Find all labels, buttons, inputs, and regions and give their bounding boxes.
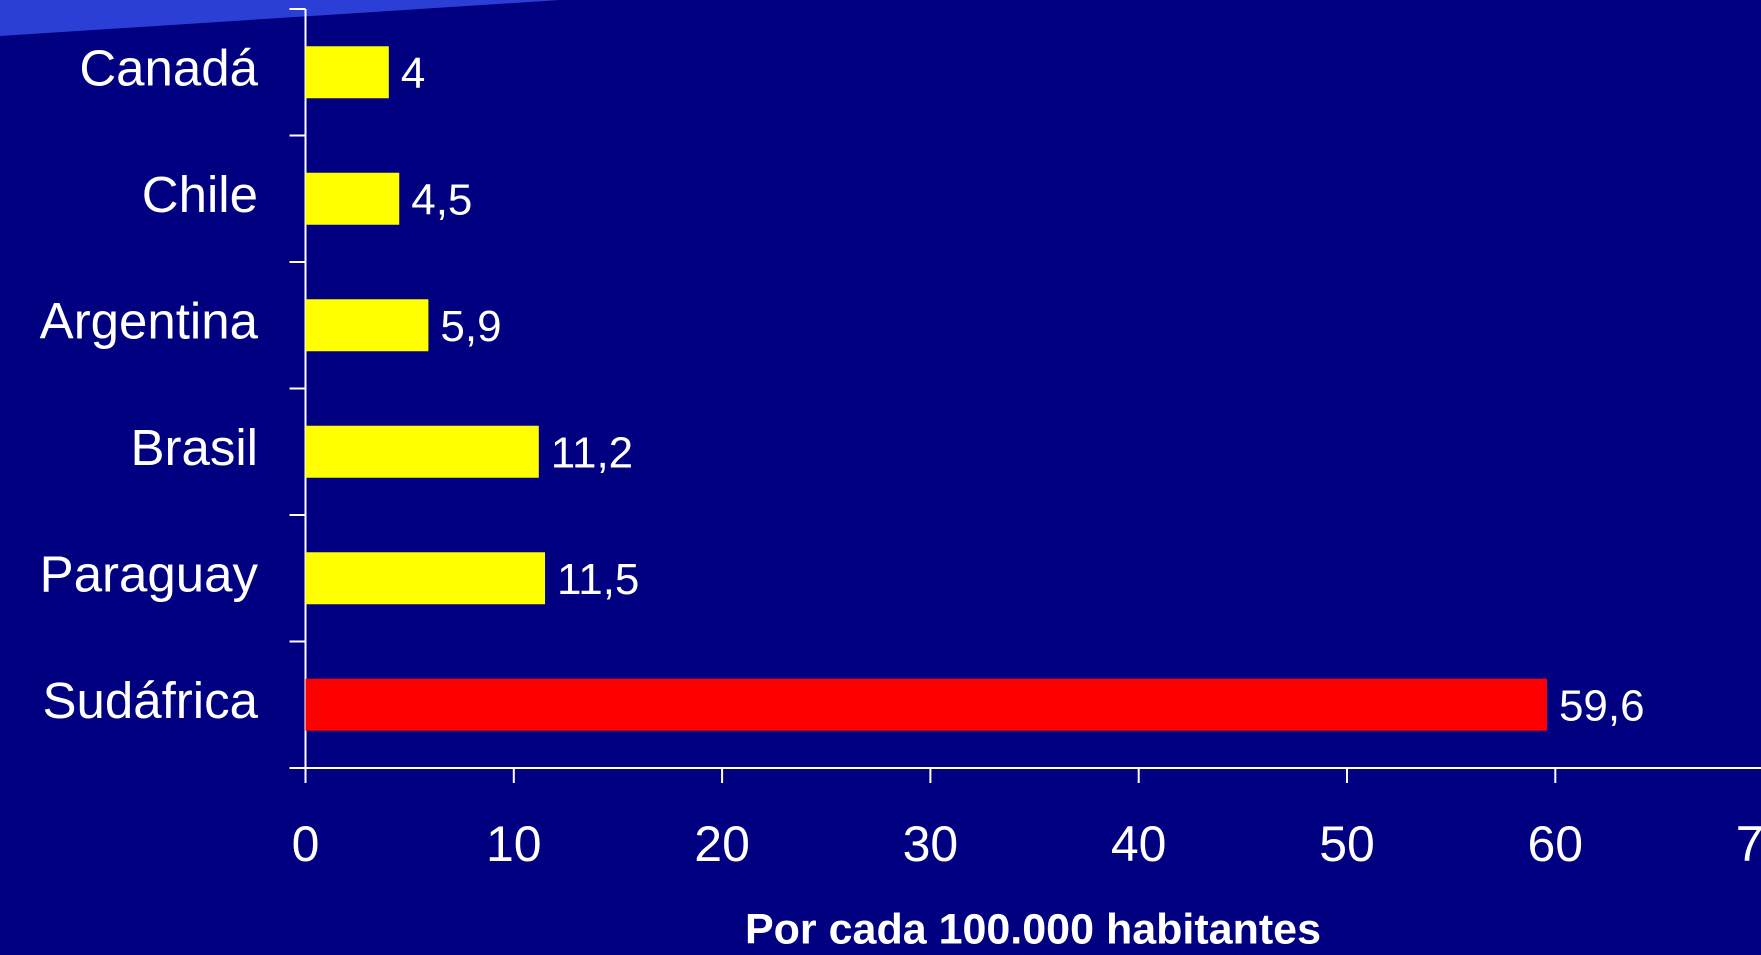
x-tick-label: 20 [694, 816, 750, 872]
bar [305, 172, 400, 225]
corner-decoration [0, 0, 560, 36]
bar [305, 552, 546, 605]
value-label: 5,9 [440, 302, 501, 351]
x-tick-label: 0 [292, 816, 320, 872]
y-tick-label: Sudáfrica [43, 672, 259, 729]
value-label: 59,6 [1559, 681, 1645, 730]
value-label: 4,5 [411, 175, 472, 224]
y-tick-label: Chile [142, 166, 258, 223]
value-label: 11,5 [557, 555, 639, 604]
bar [305, 46, 389, 99]
x-tick-label: 70 [1736, 816, 1761, 872]
value-label: 11,2 [551, 428, 633, 477]
bar [305, 299, 429, 352]
x-tick-label: 60 [1527, 816, 1583, 872]
bar [305, 425, 539, 478]
x-axis-title: Por cada 100.000 habitantes [745, 905, 1321, 953]
x-tick-label: 10 [486, 816, 542, 872]
x-tick-label: 50 [1319, 816, 1375, 872]
y-tick-label: Paraguay [40, 546, 259, 603]
x-tick-label: 30 [903, 816, 959, 872]
y-tick-label: Argentina [40, 293, 259, 350]
y-tick-label: Canadá [79, 40, 258, 97]
x-tick-label: 40 [1111, 816, 1167, 872]
value-label: 4 [401, 49, 425, 98]
y-tick-label: Brasil [130, 419, 258, 476]
bar [305, 678, 1547, 731]
